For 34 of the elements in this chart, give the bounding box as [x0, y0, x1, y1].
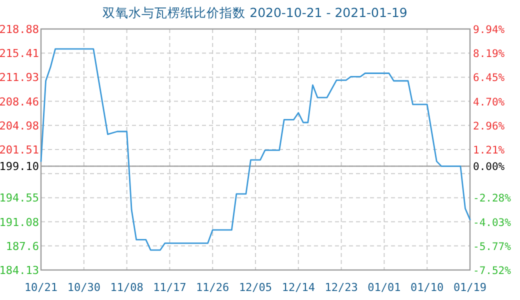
y-tick-label: 187.6	[6, 240, 39, 253]
y-tick-label: 191.08	[0, 216, 39, 229]
x-tick-label: 12/14	[282, 281, 316, 294]
y2-tick-label: 8.19%	[473, 48, 506, 60]
y-tick-label: 215.41	[0, 47, 39, 60]
y-tick-label: 194.55	[0, 192, 39, 205]
x-tick-label: 10/21	[24, 281, 58, 294]
y2-tick-label: 0.00%	[473, 161, 506, 174]
y2-tick-label: 6.45%	[473, 72, 506, 84]
x-tick-label: 10/30	[67, 281, 100, 294]
x-tick-label: 01/10	[410, 281, 444, 294]
y-tick-label: 208.46	[0, 95, 39, 108]
x-tick-label: 01/19	[453, 281, 487, 294]
chart-title: 双氧水与瓦楞纸比价指数 2020-10-21 - 2021-01-19	[102, 5, 408, 20]
y2-tick-label: 2.96%	[473, 120, 506, 132]
y-tick-label: 201.51	[0, 143, 39, 156]
x-tick-label: 12/23	[324, 281, 358, 294]
y-tick-label: 199.10	[0, 160, 39, 174]
x-tick-label: 11/08	[110, 281, 144, 294]
y-tick-label: 211.93	[0, 71, 39, 84]
x-tick-label: 12/05	[238, 281, 272, 294]
x-tick-label: 11/17	[153, 281, 186, 294]
y2-tick-label: -4.03%	[473, 216, 512, 229]
y2-tick-label: -5.77%	[473, 240, 512, 253]
y2-tick-label: -2.28%	[473, 192, 512, 205]
y2-tick-label: -7.52%	[473, 265, 512, 277]
x-tick-label: 11/26	[196, 281, 230, 294]
y2-tick-label: 4.70%	[473, 96, 506, 108]
y-tick-label: 204.98	[0, 119, 39, 132]
x-tick-label: 01/01	[368, 281, 401, 294]
y-tick-label: 184.13	[0, 264, 39, 277]
y2-tick-label: 1.21%	[473, 144, 506, 156]
y-tick-label: 218.88	[0, 23, 39, 36]
y2-tick-label: 9.94%	[473, 24, 506, 36]
